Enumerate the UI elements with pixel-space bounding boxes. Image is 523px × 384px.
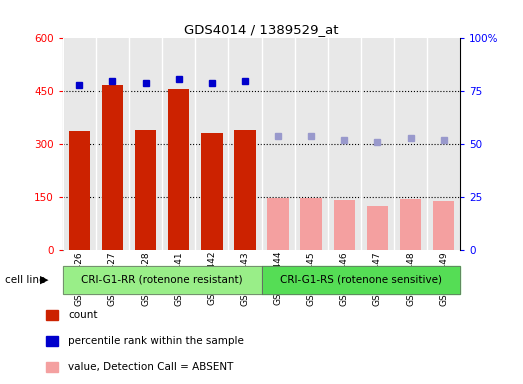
Bar — [234, 130, 256, 250]
Bar — [400, 199, 422, 250]
Bar — [162, 38, 195, 250]
Bar — [367, 205, 388, 250]
Bar — [300, 197, 322, 250]
Bar — [262, 38, 294, 250]
Text: percentile rank within the sample: percentile rank within the sample — [68, 336, 244, 346]
Bar — [168, 89, 189, 250]
Bar — [394, 38, 427, 250]
Bar — [334, 200, 355, 250]
Bar — [101, 85, 123, 250]
Bar — [96, 38, 129, 250]
Bar — [135, 130, 156, 250]
Title: GDS4014 / 1389529_at: GDS4014 / 1389529_at — [184, 23, 339, 36]
Bar — [201, 134, 223, 250]
Bar — [328, 38, 361, 250]
Bar — [361, 38, 394, 250]
Bar — [427, 38, 460, 250]
Bar — [229, 38, 262, 250]
Bar — [129, 38, 162, 250]
Text: ▶: ▶ — [40, 275, 49, 285]
Text: value, Detection Call = ABSENT: value, Detection Call = ABSENT — [68, 362, 233, 372]
Bar — [195, 38, 229, 250]
Bar — [433, 201, 454, 250]
Bar — [294, 38, 328, 250]
Bar — [69, 131, 90, 250]
Bar — [63, 38, 96, 250]
Text: CRI-G1-RS (rotenone sensitive): CRI-G1-RS (rotenone sensitive) — [280, 275, 442, 285]
Text: cell line: cell line — [5, 275, 46, 285]
Text: count: count — [68, 310, 97, 320]
Bar — [267, 197, 289, 250]
Text: CRI-G1-RR (rotenone resistant): CRI-G1-RR (rotenone resistant) — [81, 275, 243, 285]
